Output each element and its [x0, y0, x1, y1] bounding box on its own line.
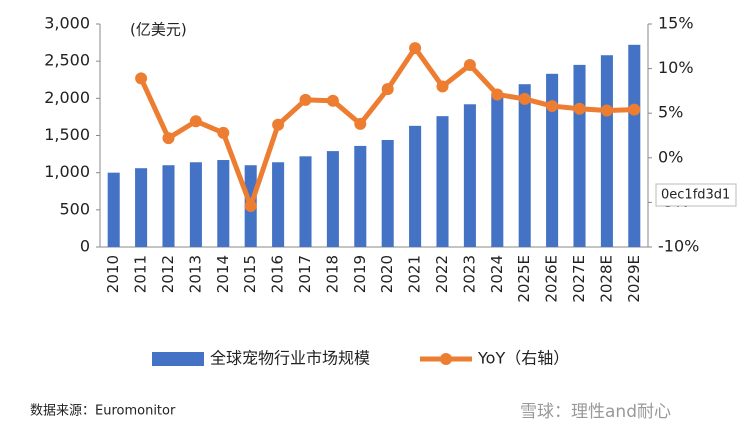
legend-label: 全球宠物行业市场规模: [210, 349, 370, 368]
x-tick-label: 2013: [186, 255, 204, 293]
source: 数据来源：Euromonitor: [30, 404, 176, 419]
annotation: 0ec1fd3d1: [661, 188, 730, 203]
x-tick-label: 2015: [241, 255, 259, 293]
point: [162, 132, 175, 145]
bar: [326, 151, 339, 247]
bar: [162, 165, 175, 247]
bar: [354, 145, 367, 247]
y-tick-label: 1,500: [44, 125, 90, 144]
bar: [436, 116, 449, 247]
x-tick-label: 2019: [351, 255, 369, 293]
y-tick-label: 3,000: [44, 14, 90, 33]
bar: [272, 162, 285, 247]
point: [518, 92, 531, 105]
bar: [107, 172, 120, 247]
point: [436, 80, 449, 93]
y-tick-label: 500: [59, 199, 90, 218]
x-tick-label: 2025E: [515, 255, 533, 303]
point: [463, 59, 476, 72]
bar: [546, 73, 559, 247]
bar: [600, 55, 613, 247]
bar: [299, 156, 312, 247]
y2-tick-label: -10%: [658, 237, 699, 256]
x-tick-label: 2026E: [543, 255, 561, 303]
bar: [628, 44, 641, 248]
bar: [135, 168, 148, 247]
y2-tick-label: 0%: [658, 147, 683, 166]
x-tick-label: 2010: [104, 255, 122, 293]
annotation-box: [655, 183, 737, 207]
x-tick-label: 2016: [269, 255, 287, 293]
y2-tick-label: 5%: [658, 103, 683, 122]
bar: [491, 93, 504, 247]
point: [354, 117, 367, 130]
point: [272, 118, 285, 131]
x-tick-label: 2017: [296, 255, 314, 293]
y-tick-label: 1,000: [44, 162, 90, 181]
point: [326, 94, 339, 107]
y-tick-label: 0: [80, 237, 90, 256]
point: [628, 103, 641, 116]
y2-tick-label: 10%: [658, 58, 694, 77]
point: [409, 42, 422, 55]
x-tick-label: 2021: [406, 255, 424, 293]
watermark: 雪球：理性and耐心: [520, 402, 671, 422]
point: [217, 126, 230, 139]
bar: [217, 160, 230, 247]
y2-tick-label: 15%: [658, 14, 694, 33]
x-tick-label: 2012: [159, 255, 177, 293]
bar: [463, 104, 476, 247]
point: [381, 83, 394, 96]
y-tick-label: 2,000: [44, 88, 90, 107]
point: [546, 100, 559, 113]
unit-label: (亿美元): [130, 21, 187, 39]
point: [299, 93, 312, 106]
legend-swatch: [440, 353, 452, 365]
x-tick-label: 2018: [323, 255, 341, 293]
point: [189, 115, 202, 128]
point: [244, 199, 257, 212]
x-tick-label: 2028E: [597, 255, 615, 303]
bar: [518, 84, 531, 248]
point: [600, 104, 613, 117]
x-tick-label: 2024: [488, 255, 506, 293]
x-tick-label: 2011: [132, 255, 150, 293]
x-tick-label: 2020: [378, 255, 396, 293]
x-tick-label: 2022: [433, 255, 451, 293]
point: [135, 72, 148, 85]
x-tick-label: 2027E: [570, 255, 588, 303]
point: [491, 88, 504, 101]
x-tick-label: 2014: [214, 255, 232, 293]
x-tick-label: 2023: [460, 255, 478, 293]
point: [573, 102, 586, 115]
bar: [381, 139, 394, 247]
bar: [409, 125, 422, 247]
y-tick-label: 2,500: [44, 51, 90, 70]
bar: [189, 162, 202, 247]
legend-swatch: [152, 352, 204, 366]
bar: [573, 64, 586, 247]
x-tick-label: 2029E: [625, 255, 643, 303]
legend-label: YoY（右轴）: [477, 349, 569, 368]
